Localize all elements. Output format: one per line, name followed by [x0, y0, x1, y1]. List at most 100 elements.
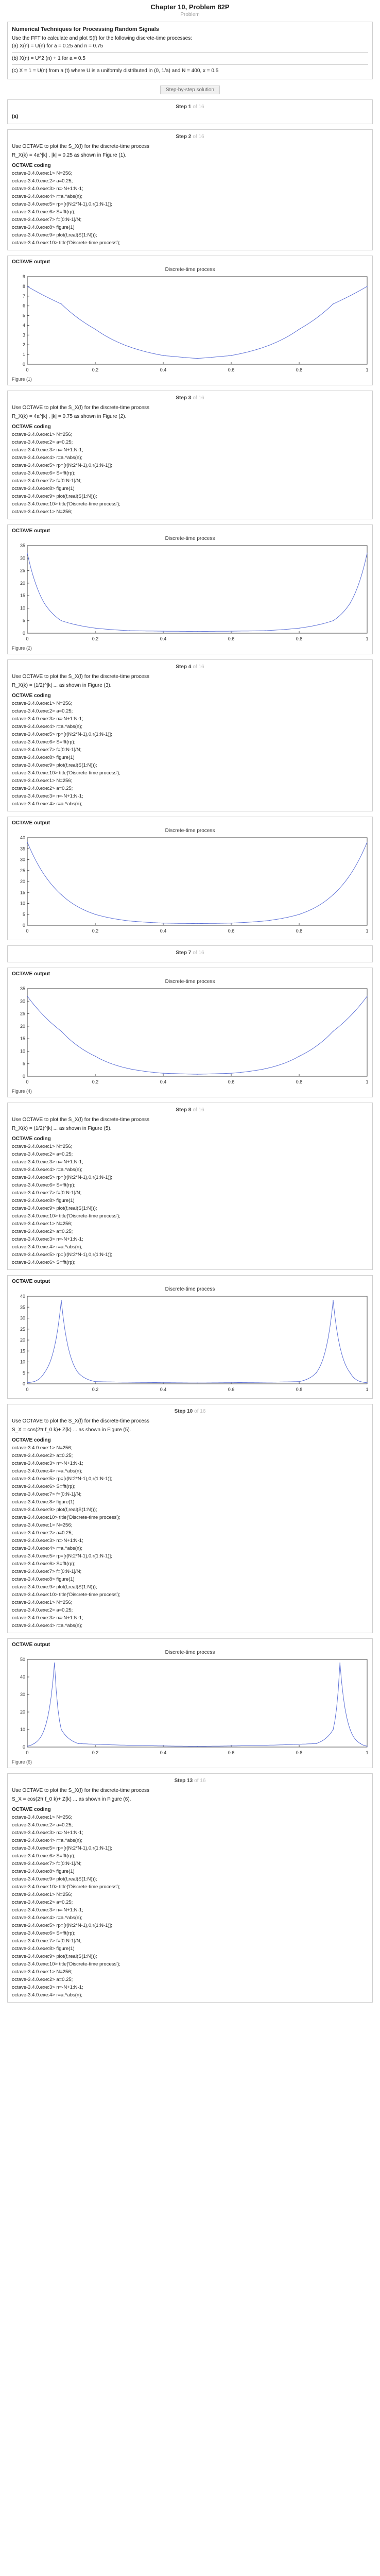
- code-line: octave-3.4.0.exe:3> n=-N+1:N-1;: [12, 1538, 83, 1544]
- step-header: Step 2 of 16: [12, 133, 368, 143]
- code-line: octave-3.4.0.exe:9> plot(f,real(S(1:N)))…: [12, 1507, 97, 1513]
- code-line: octave-3.4.0.exe:4> r=a.^abs(n);: [12, 724, 83, 730]
- code-line: octave-3.4.0.exe:6> S=fft(rp);: [12, 209, 76, 215]
- data-point: [129, 920, 130, 922]
- x-tick-label: 0.2: [92, 1079, 99, 1084]
- code-line: octave-3.4.0.exe:7> f=[0:N-1]/N;: [12, 478, 82, 484]
- step-body: Use OCTAVE to plot the S_X(f) for the di…: [12, 1417, 368, 1630]
- y-tick-label: 20: [20, 1709, 25, 1715]
- x-tick-label: 0: [26, 636, 28, 641]
- data-point: [197, 1745, 198, 1747]
- code-line: octave-3.4.0.exe:8> figure(1): [12, 1577, 75, 1582]
- code-line: octave-3.4.0.exe:10> title('Discrete-tim…: [12, 1592, 120, 1598]
- step-number: Step 2: [176, 134, 192, 140]
- output-label: OCTAVE output: [12, 1642, 50, 1648]
- chart-output: OCTAVE output Discrete-time process 0 5 10 15…: [7, 968, 373, 1097]
- code-line: octave-3.4.0.exe:2> a=0.25;: [12, 1822, 73, 1828]
- code-line: octave-3.4.0.exe:1> N=256;: [12, 1144, 73, 1149]
- x-tick-label: 1: [366, 1750, 368, 1755]
- y-tick-label: 5: [23, 1061, 25, 1066]
- step-number: Step 8: [176, 1107, 192, 1113]
- data-point: [163, 922, 164, 924]
- step-text: Use OCTAVE to plot the S_X(f) for the di…: [12, 1418, 149, 1424]
- output-label: OCTAVE output: [12, 259, 50, 265]
- code-line: octave-3.4.0.exe:3> n=-N+1:N-1;: [12, 1615, 83, 1621]
- y-tick-label: 5: [23, 618, 25, 623]
- x-tick-label: 0.6: [228, 1079, 235, 1084]
- code-line: octave-3.4.0.exe:2> a=0.25;: [12, 708, 73, 714]
- y-tick-label: 30: [20, 998, 25, 1004]
- step-text: Use OCTAVE to plot the S_X(f) for the di…: [12, 144, 149, 149]
- code-line: octave-3.4.0.exe:4> r=a.^abs(n);: [12, 801, 83, 807]
- code-line: octave-3.4.0.exe:1> N=256;: [12, 509, 73, 515]
- problem-label: Problem: [180, 12, 200, 18]
- y-tick-label: 0: [23, 923, 25, 928]
- data-point: [350, 1372, 351, 1374]
- data-point: [197, 631, 198, 632]
- code-line: octave-3.4.0.exe:5> rp=[r(N:2*N-1),0,r(1…: [12, 1175, 112, 1180]
- formula: R_X(k) = (1/2)^|k| ... as shown in Figur…: [12, 683, 112, 688]
- formula: R_X(k) = (1/2)^|k| ... as shown in Figur…: [12, 1126, 112, 1131]
- data-point: [231, 1073, 232, 1074]
- step-body: (a): [12, 113, 368, 121]
- code-heading: OCTAVE coding: [12, 1437, 51, 1443]
- code-line: octave-3.4.0.exe:2> a=0.25;: [12, 439, 73, 445]
- step-card: Step 13 of 16 Use OCTAVE to plot the S_X(f…: [7, 1773, 373, 2003]
- y-tick-label: 0: [23, 362, 25, 367]
- data-point: [61, 620, 62, 621]
- x-tick-label: 1: [366, 367, 368, 372]
- code-line: octave-3.4.0.exe:1> N=256;: [12, 1969, 73, 1975]
- y-tick-label: 3: [23, 332, 25, 337]
- step-body: Use OCTAVE to plot the S_X(f) for the di…: [12, 404, 368, 516]
- series-line: [27, 842, 368, 924]
- chart-output: OCTAVE output Discrete-time process 0 5 10 15…: [7, 524, 373, 654]
- y-tick-label: 6: [23, 303, 25, 309]
- problem-line: Use the FFT to calculate and plot S(f) f…: [12, 36, 192, 41]
- code-line: octave-3.4.0.exe:9> plot(f,real(S(1:N)))…: [12, 762, 97, 768]
- code-line: octave-3.4.0.exe:5> rp=[r(N:2*N-1),0,r(1…: [12, 1553, 112, 1559]
- x-tick-label: 0.8: [296, 1079, 303, 1084]
- step-header: Step 1 of 16: [12, 103, 368, 113]
- step-card: Step 4 of 16 Use OCTAVE to plot the S_X(f)…: [7, 659, 373, 811]
- problem-statement: Numerical Techniques for Processing Rand…: [7, 22, 373, 79]
- code-line: octave-3.4.0.exe:7> f=[0:N-1]/N;: [12, 1569, 82, 1574]
- plot-frame: [27, 545, 368, 634]
- code-heading: OCTAVE coding: [12, 1807, 51, 1812]
- x-tick-label: 0: [26, 1750, 28, 1755]
- y-tick-label: 15: [20, 1348, 25, 1353]
- x-tick-label: 1: [366, 636, 368, 641]
- y-tick-label: 10: [20, 605, 25, 611]
- x-tick-label: 0.8: [296, 367, 303, 372]
- line-chart: 0 10 20 30 40 50 0 0.2 0.4 0.6 0.8 1: [20, 1657, 369, 1755]
- code-line: octave-3.4.0.exe:8> figure(1): [12, 1869, 75, 1874]
- code-line: octave-3.4.0.exe:1> N=256;: [12, 1815, 73, 1820]
- data-point: [231, 631, 232, 632]
- code-line: octave-3.4.0.exe:1> N=256;: [12, 1445, 73, 1451]
- data-point: [350, 1729, 351, 1730]
- code-line: octave-3.4.0.exe:2> a=0.25;: [12, 178, 73, 184]
- data-point: [299, 329, 300, 330]
- x-tick-label: 0.2: [92, 1387, 99, 1392]
- code-line: octave-3.4.0.exe:6> S=fft(rp);: [12, 1930, 76, 1936]
- code-line: octave-3.4.0.exe:2> a=0.25;: [12, 1151, 73, 1157]
- code-line: octave-3.4.0.exe:9> plot(f,real(S(1:N)))…: [12, 1206, 97, 1211]
- step-by-step-toggle-button[interactable]: Step-by-step solution: [160, 86, 220, 94]
- data-point: [299, 1381, 300, 1382]
- figure-caption: Figure (2): [12, 646, 32, 651]
- data-point: [367, 841, 368, 843]
- data-point: [333, 620, 334, 621]
- step-count: of 16: [193, 134, 204, 140]
- y-tick-label: 7: [23, 294, 25, 299]
- step-number: Step 1: [176, 104, 192, 110]
- line-chart: 0 5 10 15 20 25 30 35 40 0 0.2 0.4 0.6 0.8 1: [20, 1294, 369, 1392]
- line-chart: 0 5 10 15 20 25 30 35 40 0 0.2 0.4 0.6 0.8 1: [20, 835, 369, 934]
- data-point: [163, 355, 164, 356]
- figure-caption: Figure (1): [12, 377, 32, 382]
- x-tick-label: 1: [366, 928, 368, 934]
- data-point: [61, 1300, 62, 1301]
- code-line: octave-3.4.0.exe:3> n=-N+1:N-1;: [12, 716, 83, 722]
- step-text: Use OCTAVE to plot the S_X(f) for the di…: [12, 405, 149, 411]
- problem-line: (c) X = 1 = U(n) from a (t) where U is a…: [12, 68, 219, 74]
- data-point: [27, 1745, 28, 1747]
- chapter-title: Chapter 10, Problem 82P: [150, 3, 230, 11]
